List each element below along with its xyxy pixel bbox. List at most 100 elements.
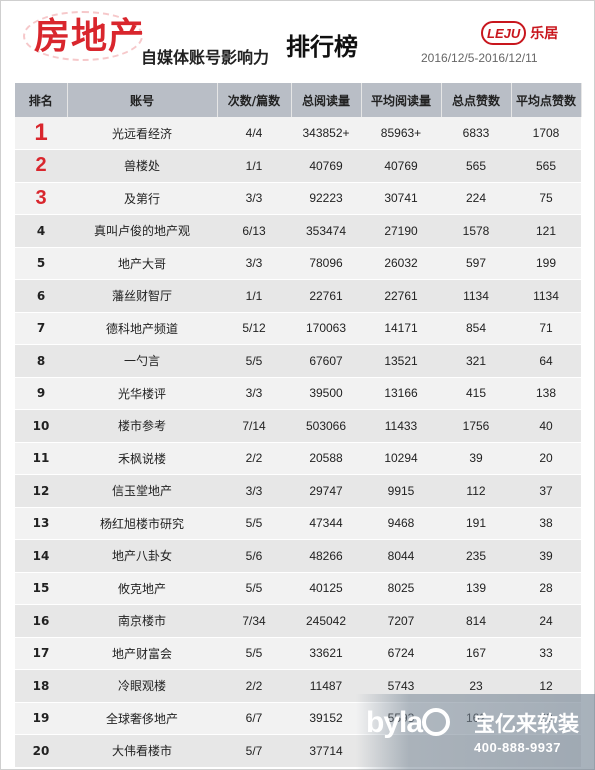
- times-cell: 3/3: [217, 474, 291, 508]
- total-likes-cell: 191: [441, 507, 511, 540]
- account-cell: 地产八卦女: [67, 539, 217, 573]
- avg-reads-cell: 13166: [361, 377, 441, 410]
- table-row: 5 地产大哥 3/3 78096 26032 597 199: [15, 247, 581, 280]
- total-reads-cell: 40125: [291, 572, 361, 605]
- total-reads-cell: 353474: [291, 214, 361, 248]
- total-likes-cell: 39: [441, 442, 511, 475]
- total-reads-cell: 343852+: [291, 117, 361, 150]
- avg-likes-cell: 121: [511, 214, 581, 248]
- table-row: 7 德科地产频道 5/12 170063 14171 854 71: [15, 312, 581, 345]
- title-main: 房地产: [34, 16, 146, 57]
- table-row: 18 冷眼观楼 2/2 11487 5743 23 12: [15, 669, 581, 703]
- avg-likes-cell: 24: [511, 604, 581, 638]
- avg-reads-cell: 8025: [361, 572, 441, 605]
- times-cell: 5/7: [217, 734, 291, 768]
- account-cell: 信玉堂地产: [67, 474, 217, 508]
- avg-likes-cell: 71: [511, 312, 581, 345]
- avg-reads-cell: 9915: [361, 474, 441, 508]
- total-likes-cell: 235: [441, 539, 511, 573]
- rank-cell: 17: [15, 637, 67, 670]
- ring-icon: [422, 708, 451, 736]
- title-splash-decoration: [23, 11, 143, 61]
- account-cell: 光华楼评: [67, 377, 217, 410]
- times-cell: 5/5: [217, 344, 291, 378]
- table-row: 15 攸克地产 5/5 40125 8025 139 28: [15, 572, 581, 605]
- table-row: 6 藩丝财智厅 1/1 22761 22761 1134 1134: [15, 279, 581, 313]
- avg-reads-cell: 22761: [361, 279, 441, 313]
- table-row: 10 楼市参考 7/14 503066 11433 1756 40: [15, 409, 581, 443]
- avg-likes-cell: 37: [511, 474, 581, 508]
- avg-reads-cell: 30741: [361, 182, 441, 215]
- column-header-total-reads: 总阅读量: [291, 83, 362, 117]
- avg-likes-cell: 28: [511, 572, 581, 605]
- column-header-times: 次数/篇数: [217, 83, 292, 117]
- rank-cell: 4: [15, 214, 67, 248]
- avg-reads-cell: 6724: [361, 637, 441, 670]
- column-header-total-likes: 总点赞数: [441, 83, 512, 117]
- total-likes-cell: 167: [441, 637, 511, 670]
- total-reads-cell: 503066: [291, 409, 361, 443]
- table-row: 3 及第行 3/3 92223 30741 224 75: [15, 182, 581, 215]
- account-cell: 藩丝财智厅: [67, 279, 217, 313]
- total-reads-cell: 39152: [291, 702, 361, 735]
- account-cell: 全球奢侈地产: [67, 702, 217, 735]
- total-likes-cell: 321: [441, 344, 511, 378]
- total-likes-cell: 597: [441, 247, 511, 280]
- rank-cell: 9: [15, 377, 67, 410]
- ranking-table-body: 1 光远看经济 4/4 343852+ 85963+ 6833 1708 2 兽楼处 1/1 407…: [15, 117, 581, 768]
- table-header-row: 排名 账号 次数/篇数 总阅读量 平均阅读量 总点赞数 平均点赞数: [15, 83, 582, 117]
- total-reads-cell: 47344: [291, 507, 361, 540]
- avg-likes-cell: 1134: [511, 279, 581, 313]
- leju-logo-badge: LEJU: [481, 21, 527, 45]
- poster-header: 房地产 自媒体账号影响力 排行榜 LEJU 乐居 2016/12/5-2016/…: [1, 1, 595, 79]
- avg-likes-cell: 39: [511, 539, 581, 573]
- total-reads-cell: 11487: [291, 669, 361, 703]
- avg-likes-cell: 1708: [511, 117, 581, 150]
- times-cell: 5/5: [217, 572, 291, 605]
- total-reads-cell: 20588: [291, 442, 361, 475]
- watermark-logo-text: byla: [366, 706, 423, 739]
- avg-likes-cell: 64: [511, 344, 581, 378]
- table-row: 11 禾枫说楼 2/2 20588 10294 39 20: [15, 442, 581, 475]
- rank-cell: 18: [15, 669, 67, 703]
- times-cell: 7/14: [217, 409, 291, 443]
- column-header-rank: 排名: [15, 83, 68, 117]
- times-cell: 6/13: [217, 214, 291, 248]
- avg-reads-cell: 85963+: [361, 117, 441, 150]
- account-cell: 南京楼市: [67, 604, 217, 638]
- avg-likes-cell: 20: [511, 442, 581, 475]
- total-reads-cell: 78096: [291, 247, 361, 280]
- total-reads-cell: 37714: [291, 734, 361, 768]
- times-cell: 5/5: [217, 507, 291, 540]
- total-likes-cell: 415: [441, 377, 511, 410]
- avg-likes-cell: 565: [511, 149, 581, 183]
- account-cell: 地产大哥: [67, 247, 217, 280]
- rank-cell: 14: [15, 539, 67, 573]
- total-reads-cell: 67607: [291, 344, 361, 378]
- avg-likes-cell: 33: [511, 637, 581, 670]
- times-cell: 7/34: [217, 604, 291, 638]
- account-cell: 及第行: [67, 182, 217, 215]
- table-row: 14 地产八卦女 5/6 48266 8044 235 39: [15, 539, 581, 573]
- total-likes-cell: 814: [441, 604, 511, 638]
- avg-likes-cell: 38: [511, 507, 581, 540]
- account-cell: 德科地产频道: [67, 312, 217, 345]
- table-row: 8 一勺言 5/5 67607 13521 321 64: [15, 344, 581, 378]
- total-reads-cell: 48266: [291, 539, 361, 573]
- rank-cell: 16: [15, 604, 67, 638]
- times-cell: 1/1: [217, 149, 291, 183]
- avg-reads-cell: 14171: [361, 312, 441, 345]
- avg-reads-cell: 13521: [361, 344, 441, 378]
- ranking-table: 排名 账号 次数/篇数 总阅读量 平均阅读量 总点赞数 平均点赞数 1 光远看经济…: [15, 83, 582, 768]
- leju-logo-text: 乐居: [530, 26, 559, 42]
- rank-cell: 7: [15, 312, 67, 345]
- times-cell: 1/1: [217, 279, 291, 313]
- account-cell: 冷眼观楼: [67, 669, 217, 703]
- rank-cell: 2: [15, 149, 67, 183]
- rank-cell: 8: [15, 344, 67, 378]
- times-cell: 3/3: [217, 377, 291, 410]
- account-cell: 真叫卢俊的地产观: [67, 214, 217, 248]
- times-cell: 5/6: [217, 539, 291, 573]
- table-row: 4 真叫卢俊的地产观 6/13 353474 27190 1578 121: [15, 214, 581, 248]
